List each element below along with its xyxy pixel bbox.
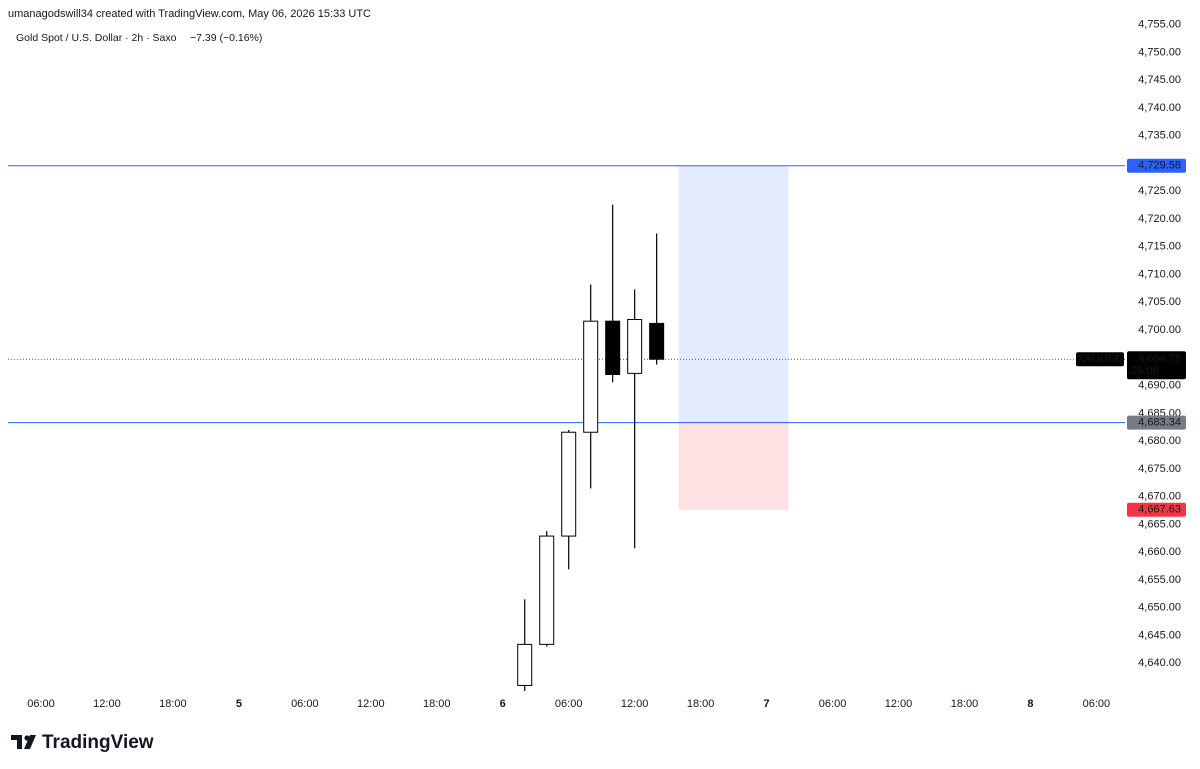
x-tick-label: 12:00 (93, 698, 121, 710)
y-tick-label: 4,710.00 (1138, 268, 1181, 280)
y-tick-label: 4,720.00 (1138, 213, 1181, 225)
x-tick-label: 18:00 (687, 698, 715, 710)
last-price-tag (1127, 351, 1186, 380)
x-tick-label: 06:00 (291, 698, 319, 710)
logo-icon (11, 735, 36, 749)
stop-zone (678, 422, 789, 510)
x-tick-label: 8 (1027, 698, 1033, 710)
x-tick-label: 06:00 (27, 698, 55, 710)
x-tick-label: 5 (236, 698, 242, 710)
x-tick-label: 06:00 (1083, 698, 1111, 710)
axes: 4,640.00 4,645.00 4,650.00 4,655.00 4,660.00… (27, 19, 1186, 710)
symbol-tag (1076, 352, 1124, 367)
change: −7.39 (−0.16%) (190, 32, 262, 44)
x-tick-label: 06:00 (555, 698, 583, 710)
candle-body (583, 320, 599, 433)
x-tick-label: 18:00 (159, 698, 187, 710)
x-tick-label: 18:00 (951, 698, 979, 710)
y-tick-label: 4,725.00 (1138, 185, 1181, 197)
credit: umanagodswill34 created with TradingView… (8, 8, 371, 20)
candle-body (539, 535, 555, 645)
y-tick-label: 4,670.00 (1138, 491, 1181, 503)
x-tick-label: 7 (764, 698, 770, 710)
y-tick-label: 4,640.00 (1138, 657, 1181, 669)
symbol-label: XAUUSD (1077, 353, 1123, 365)
plot-area (8, 165, 1125, 691)
candle-body (517, 643, 533, 686)
y-tick-label: 4,655.00 (1138, 574, 1181, 586)
y-tick-label: 4,645.00 (1138, 629, 1181, 641)
candle-body (649, 322, 665, 360)
price-tag-label: 4,667.63 (1138, 504, 1181, 516)
candle-body (561, 431, 577, 537)
y-tick-label: 4,750.00 (1138, 46, 1181, 58)
x-tick-label: 06:00 (819, 698, 847, 710)
y-tick-label: 4,735.00 (1138, 130, 1181, 142)
price-tag (1127, 158, 1186, 173)
y-tick-label: 4,755.00 (1138, 19, 1181, 31)
price-tag-label: 4,729.58 (1138, 160, 1181, 172)
x-tick-label: 12:00 (885, 698, 913, 710)
price-tag-label: 4,683.34 (1138, 416, 1181, 428)
price-tag (1127, 502, 1186, 517)
price-tag (1127, 415, 1186, 430)
x-tick-label: 6 (500, 698, 506, 710)
candle-body (627, 319, 643, 374)
y-tick-label: 4,665.00 (1138, 518, 1181, 530)
y-tick-label: 4,690.00 (1138, 379, 1181, 391)
x-tick-label: 12:00 (621, 698, 649, 710)
y-tick-label: 4,700.00 (1138, 324, 1181, 336)
y-tick-label: 4,705.00 (1138, 296, 1181, 308)
last-price-label: 4,694.75 (1138, 353, 1181, 365)
logo-text: TradingView (42, 732, 154, 753)
y-tick-label: 4,675.00 (1138, 463, 1181, 475)
logo: TradingView (11, 732, 154, 753)
candle-body (605, 320, 621, 375)
target-zone (678, 165, 789, 423)
y-tick-label: 4,680.00 (1138, 435, 1181, 447)
y-tick-label: 4,660.00 (1138, 546, 1181, 558)
y-tick-label: 4,745.00 (1138, 74, 1181, 86)
x-tick-label: 12:00 (357, 698, 385, 710)
y-tick-label: 4,740.00 (1138, 102, 1181, 114)
logo-icon (24, 735, 30, 741)
symbol: Gold Spot / U.S. Dollar · 2h · Saxo (16, 32, 177, 44)
y-tick-label: 4,715.00 (1138, 241, 1181, 253)
y-tick-label: 4,650.00 (1138, 602, 1181, 614)
countdown: 26:06 (1131, 365, 1159, 377)
x-tick-label: 18:00 (423, 698, 451, 710)
